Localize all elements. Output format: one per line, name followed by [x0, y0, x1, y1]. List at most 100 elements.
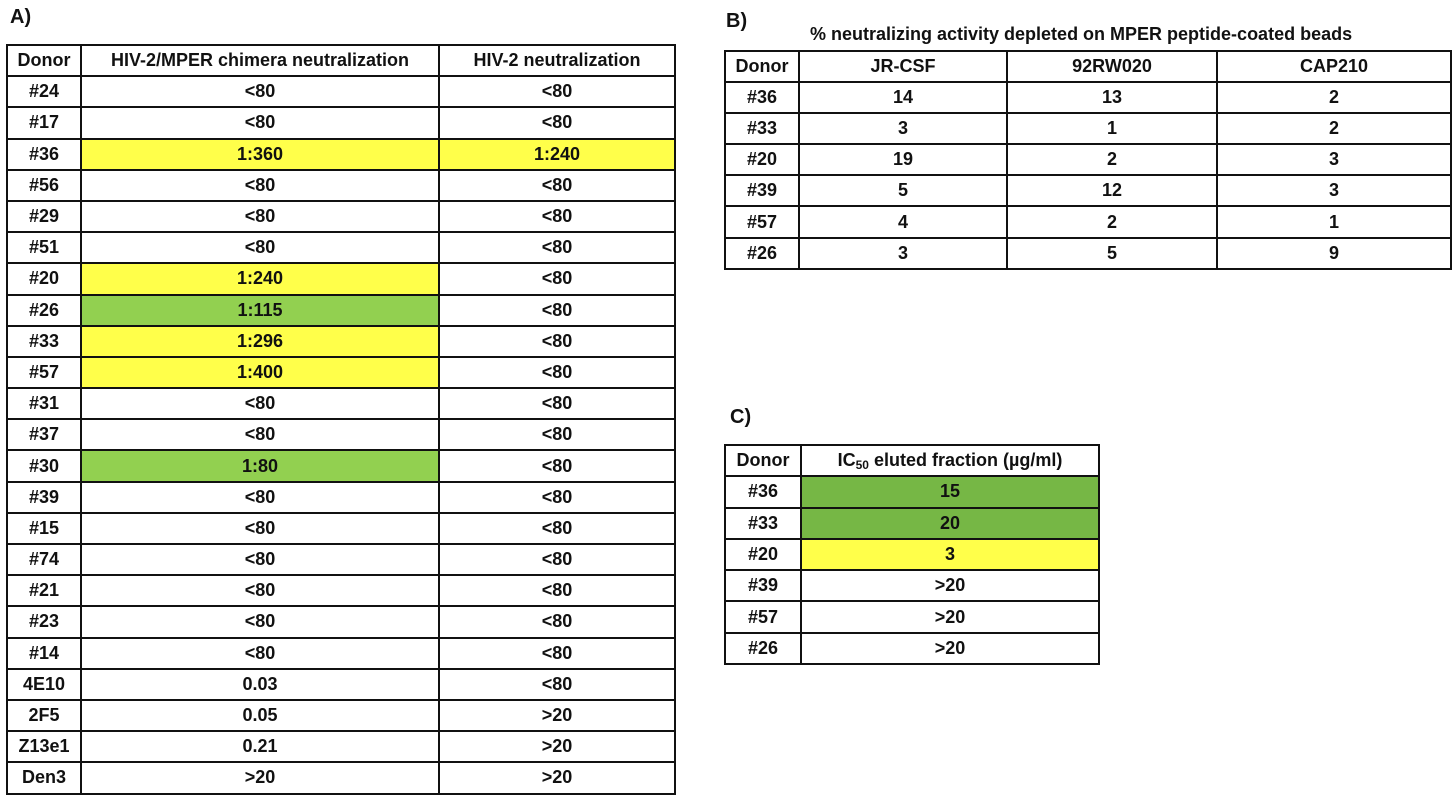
panel-b-label: B): [726, 10, 748, 32]
cap210-cell: 2: [1216, 81, 1452, 115]
table-row: #57 >20: [724, 600, 1100, 634]
hiv2-neutralization-cell: <80: [438, 355, 676, 390]
donor-cell: #33: [724, 506, 802, 540]
table-row: #51 <80 <80: [6, 231, 676, 265]
cap210-cell: 3: [1216, 143, 1452, 177]
ic50-value-cell: 20: [800, 506, 1100, 540]
table-row: #21 <80 <80: [6, 574, 676, 608]
ic50-value-cell: >20: [800, 600, 1100, 634]
92rw020-cell: 2: [1006, 143, 1218, 177]
table-row: #74 <80 <80: [6, 542, 676, 577]
hiv2-neutralization-cell: <80: [438, 231, 676, 265]
table-header-row: Donor HIV-2/MPER chimera neutralization …: [6, 43, 676, 78]
hiv2-neutralization-cell: <80: [438, 293, 676, 327]
header-ic-prefix: IC: [837, 449, 856, 470]
cap210-cell: 9: [1216, 236, 1452, 270]
table-row: 2F5 0.05 >20: [6, 698, 676, 733]
chimera-neutralization-cell: <80: [80, 636, 440, 670]
table-row: #33 1:296 <80: [6, 324, 676, 358]
chimera-neutralization-cell: <80: [80, 418, 440, 452]
chimera-neutralization-cell: <80: [80, 480, 440, 514]
donor-cell: #56: [6, 168, 82, 202]
donor-cell: #14: [6, 636, 82, 670]
table-header-row: Donor JR-CSF 92RW020 CAP210: [724, 49, 1452, 84]
jr-csf-cell: 19: [798, 143, 1008, 177]
donor-cell: #21: [6, 574, 82, 608]
chimera-neutralization-cell: 0.03: [80, 667, 440, 701]
ic50-value-cell: 15: [800, 475, 1100, 509]
donor-cell: #74: [6, 542, 82, 577]
chimera-neutralization-cell: <80: [80, 199, 440, 234]
donor-cell: Den3: [6, 761, 82, 795]
donor-cell: #20: [724, 537, 802, 572]
donor-cell: #29: [6, 199, 82, 234]
header-92rw020: 92RW020: [1006, 49, 1218, 84]
table-row: #33 3 1 2: [724, 112, 1452, 146]
hiv2-neutralization-cell: <80: [438, 418, 676, 452]
table-row: #24 <80 <80: [6, 75, 676, 109]
table-row: #20 19 2 3: [724, 143, 1452, 177]
table-row: #26 1:115 <80: [6, 293, 676, 327]
table-row: #36 15: [724, 475, 1100, 509]
table-row: #57 4 2 1: [724, 205, 1452, 239]
panel-b-table: Donor JR-CSF 92RW020 CAP210 #36 14 13 2 #33 3…: [724, 49, 1452, 270]
chimera-neutralization-cell: <80: [80, 511, 440, 546]
table-row: 4E10 0.03 <80: [6, 667, 676, 701]
chimera-neutralization-cell: <80: [80, 106, 440, 140]
table-row: Den3 >20 >20: [6, 761, 676, 795]
donor-cell: #30: [6, 449, 82, 483]
header-donor: Donor: [724, 443, 802, 478]
hiv2-neutralization-cell: <80: [438, 75, 676, 109]
92rw020-cell: 1: [1006, 112, 1218, 146]
donor-cell: #51: [6, 231, 82, 265]
donor-cell: #31: [6, 387, 82, 421]
92rw020-cell: 2: [1006, 205, 1218, 239]
header-ic-suffix: eluted fraction (µg/ml): [868, 449, 1063, 470]
chimera-neutralization-cell: <80: [80, 75, 440, 109]
92rw020-cell: 12: [1006, 174, 1218, 208]
donor-cell: 2F5: [6, 698, 82, 733]
donor-cell: Z13e1: [6, 730, 82, 764]
chimera-neutralization-cell: 0.21: [80, 730, 440, 764]
jr-csf-cell: 14: [798, 81, 1008, 115]
header-donor: Donor: [6, 43, 82, 78]
cap210-cell: 1: [1216, 205, 1452, 239]
hiv2-neutralization-cell: <80: [438, 667, 676, 701]
chimera-neutralization-cell: <80: [80, 387, 440, 421]
hiv2-neutralization-cell: >20: [438, 730, 676, 764]
donor-cell: #23: [6, 605, 82, 639]
hiv2-neutralization-cell: <80: [438, 605, 676, 639]
chimera-neutralization-cell: 1:296: [80, 324, 440, 358]
chimera-neutralization-cell: <80: [80, 605, 440, 639]
donor-cell: #37: [6, 418, 82, 452]
table-row: #14 <80 <80: [6, 636, 676, 670]
table-row: #56 <80 <80: [6, 168, 676, 202]
hiv2-neutralization-cell: <80: [438, 387, 676, 421]
header-hiv2-neutralization: HIV-2 neutralization: [438, 43, 676, 78]
panel-b-caption: % neutralizing activity depleted on MPER…: [810, 24, 1353, 44]
donor-cell: #33: [6, 324, 82, 358]
donor-cell: #39: [724, 174, 800, 208]
donor-cell: #57: [6, 355, 82, 390]
header-jr-csf: JR-CSF: [798, 49, 1008, 84]
hiv2-neutralization-cell: <80: [438, 449, 676, 483]
chimera-neutralization-cell: <80: [80, 168, 440, 202]
chimera-neutralization-cell: 1:240: [80, 262, 440, 296]
header-cap210: CAP210: [1216, 49, 1452, 84]
donor-cell: #26: [6, 293, 82, 327]
header-ic-subscript: 50: [855, 457, 869, 472]
hiv2-neutralization-cell: <80: [438, 636, 676, 670]
donor-cell: 4E10: [6, 667, 82, 701]
jr-csf-cell: 4: [798, 205, 1008, 239]
hiv2-neutralization-cell: <80: [438, 199, 676, 234]
table-row: #26 >20: [724, 631, 1100, 666]
jr-csf-cell: 3: [798, 236, 1008, 270]
donor-cell: #20: [6, 262, 82, 296]
table-row: #31 <80 <80: [6, 387, 676, 421]
table-row: #23 <80 <80: [6, 605, 676, 639]
table-row: #57 1:400 <80: [6, 355, 676, 390]
donor-cell: #57: [724, 205, 800, 239]
table-row: #17 <80 <80: [6, 106, 676, 140]
chimera-neutralization-cell: 1:360: [80, 137, 440, 171]
hiv2-neutralization-cell: <80: [438, 106, 676, 140]
